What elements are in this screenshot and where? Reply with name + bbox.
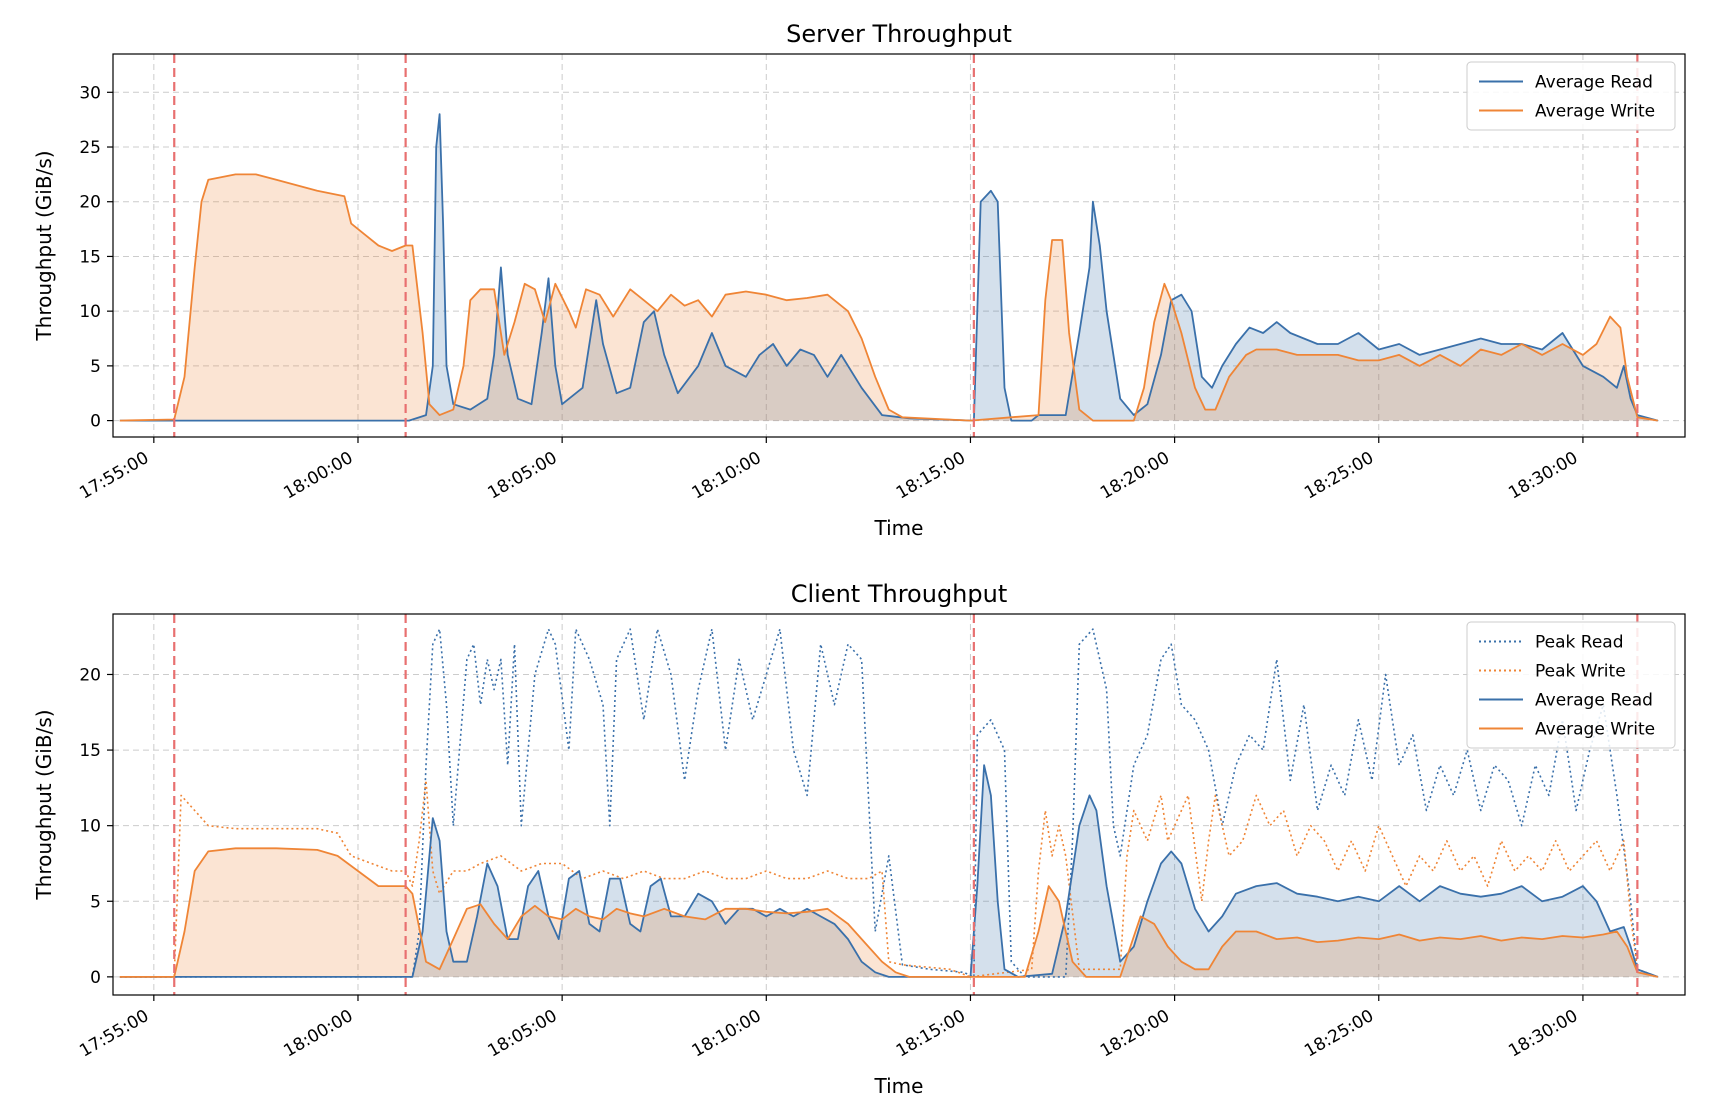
x-tick-label: 18:05:00 — [485, 1006, 561, 1062]
series-line — [119, 113, 1659, 422]
chart-title: Server Throughput — [786, 20, 1012, 48]
series-line — [119, 847, 1658, 978]
plot-area — [119, 54, 1659, 437]
y-tick-label: 25 — [79, 138, 101, 158]
y-tick-label: 10 — [79, 817, 101, 837]
y-tick-label: 20 — [79, 193, 101, 213]
series-fill — [119, 174, 1658, 421]
y-tick-label: 20 — [79, 665, 101, 685]
legend-box — [1466, 61, 1676, 131]
y-tick-label: 5 — [90, 892, 101, 912]
x-tick-label: 18:00:00 — [280, 448, 356, 504]
series-line — [119, 628, 1659, 978]
x-axis-label: Time — [874, 1074, 924, 1098]
legend: Average Read Average Write — [1466, 61, 1676, 131]
legend-label: Average Read — [1535, 73, 1653, 93]
series-fill — [119, 848, 1658, 977]
y-tick-label: 30 — [79, 83, 101, 103]
legend-label: Average Read — [1535, 691, 1653, 711]
x-tick-label: 18:15:00 — [893, 448, 969, 504]
series-fill — [119, 114, 1658, 421]
y-tick-label: 5 — [90, 357, 101, 377]
x-tick-label: 18:30:00 — [1505, 448, 1581, 504]
x-tick-label: 18:25:00 — [1301, 1006, 1377, 1062]
chart-title: Client Throughput — [791, 580, 1008, 608]
x-tick-label: 18:10:00 — [689, 1006, 765, 1062]
legend-label: Peak Read — [1535, 633, 1624, 653]
y-tick-label: 0 — [90, 412, 101, 432]
y-tick-label: 15 — [79, 741, 101, 761]
x-tick-label: 18:15:00 — [893, 1006, 969, 1062]
y-tick-label: 10 — [79, 302, 101, 322]
x-tick-label: 18:00:00 — [280, 1006, 356, 1062]
y-tick-label: 0 — [90, 968, 101, 988]
x-tick-label: 17:55:00 — [76, 448, 152, 504]
server-throughput-panel: Server Throughput Time Throughput (GiB/s… — [32, 20, 1686, 540]
series-line — [119, 764, 1659, 978]
series-line — [119, 173, 1658, 422]
x-tick-label: 18:30:00 — [1505, 1006, 1581, 1062]
x-tick-label: 18:10:00 — [689, 448, 765, 504]
y-axis-label: Throughput (GiB/s) — [32, 709, 56, 900]
x-tick-label: 18:05:00 — [485, 448, 561, 504]
legend-box — [1466, 621, 1676, 749]
x-tick-label: 18:20:00 — [1097, 448, 1173, 504]
series-line — [119, 779, 1659, 978]
x-tick-label: 17:55:00 — [76, 1006, 152, 1062]
grid — [113, 54, 1685, 437]
plot-area — [119, 614, 1659, 995]
x-tick-label: 18:20:00 — [1097, 1006, 1173, 1062]
axes: 0 5 10 15 20 17:55:00 18:00:00 18:05:00 18:10:00… — [76, 613, 1686, 1062]
y-tick-label: 15 — [79, 247, 101, 267]
plot-frame — [112, 53, 1686, 438]
x-axis-label: Time — [874, 516, 924, 540]
plot-frame — [112, 613, 1686, 996]
x-tick-label: 18:25:00 — [1301, 448, 1377, 504]
y-axis-label: Throughput (GiB/s) — [32, 150, 56, 341]
legend-label: Average Write — [1535, 720, 1655, 740]
legend: Peak Read Peak Write Average Read Average W… — [1466, 621, 1676, 749]
legend-label: Peak Write — [1535, 662, 1626, 682]
client-throughput-panel: Client Throughput Time Throughput (GiB/s… — [32, 580, 1686, 1098]
legend-label: Average Write — [1535, 102, 1655, 122]
